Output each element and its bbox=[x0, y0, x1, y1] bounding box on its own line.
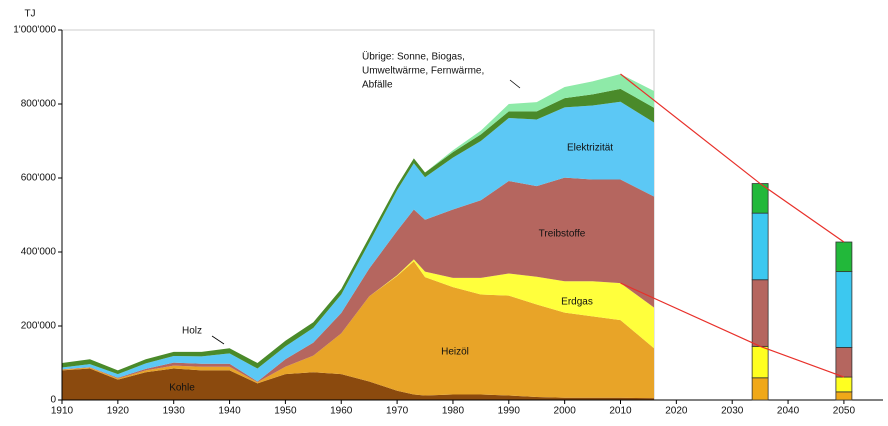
projection-bar bbox=[835, 241, 853, 273]
projection-bar bbox=[751, 212, 769, 281]
y-tick-label: 1'000'000 bbox=[13, 25, 56, 36]
area bbox=[62, 368, 655, 400]
series-label: Erdgas bbox=[561, 297, 593, 308]
projection-bar bbox=[751, 377, 769, 401]
projection-bar bbox=[835, 347, 853, 378]
annotation: Abfälle bbox=[362, 80, 393, 91]
x-tick-label: 1920 bbox=[107, 406, 130, 417]
trend-line bbox=[620, 282, 845, 378]
series-label: Heizöl bbox=[441, 347, 469, 358]
x-tick-label: 2030 bbox=[721, 406, 744, 417]
x-tick-label: 1970 bbox=[386, 406, 409, 417]
projection-bar bbox=[835, 376, 853, 393]
area bbox=[62, 177, 655, 383]
x-tick-label: 1950 bbox=[274, 406, 297, 417]
trend-line bbox=[620, 73, 845, 243]
x-tick-label: 1990 bbox=[498, 406, 521, 417]
x-tick-label: 2000 bbox=[554, 406, 577, 417]
y-tick-label: 200'000 bbox=[21, 321, 57, 332]
y-tick-label: 400'000 bbox=[21, 247, 57, 258]
projection-bar bbox=[751, 345, 769, 379]
x-tick-label: 2050 bbox=[833, 406, 856, 417]
series-label: Treibstoffe bbox=[539, 229, 586, 240]
area bbox=[62, 101, 655, 382]
projection-bar bbox=[835, 271, 853, 348]
y-tick-label: 0 bbox=[50, 395, 56, 406]
x-tick-label: 1930 bbox=[163, 406, 186, 417]
x-tick-label: 1910 bbox=[51, 406, 74, 417]
y-tick-label: 600'000 bbox=[21, 173, 57, 184]
x-tick-label: 1940 bbox=[218, 406, 241, 417]
area bbox=[62, 261, 655, 399]
x-tick-label: 2020 bbox=[665, 406, 688, 417]
area bbox=[62, 259, 655, 383]
projection-bar bbox=[751, 279, 769, 347]
x-tick-label: 1960 bbox=[330, 406, 353, 417]
annotation: Übrige: Sonne, Biogas, bbox=[362, 51, 465, 63]
annotation: Umweltwärme, Fernwärme, bbox=[362, 66, 484, 77]
series-label: Elektrizität bbox=[567, 143, 613, 154]
x-tick-label: 2040 bbox=[777, 406, 800, 417]
series-label: Kohle bbox=[169, 383, 195, 394]
series-label: Holz bbox=[182, 326, 202, 337]
x-tick-label: 1980 bbox=[442, 406, 465, 417]
x-tick-label: 2010 bbox=[609, 406, 632, 417]
leader-line bbox=[509, 79, 521, 89]
y-tick-label: 800'000 bbox=[21, 99, 57, 110]
projection-bar bbox=[835, 391, 853, 401]
leader-line bbox=[211, 335, 225, 345]
y-unit: TJ bbox=[24, 9, 35, 20]
